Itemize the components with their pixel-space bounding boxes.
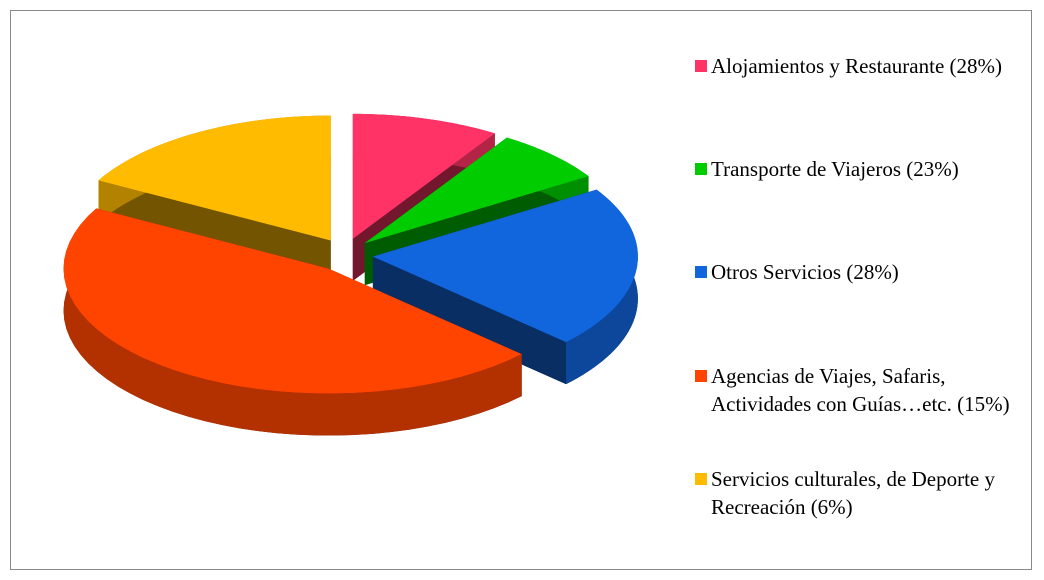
legend-entry: Alojamientos y Restaurante (28%) <box>695 52 1025 80</box>
legend-entry: Servicios culturales, de Deporte y Recre… <box>695 465 1025 521</box>
legend-entry: Transporte de Viajeros (23%) <box>695 155 1025 183</box>
legend-entry: Agencias de Viajes, Safaris, Actividades… <box>695 362 1025 418</box>
slice-side <box>372 256 567 385</box>
pie-slice <box>63 208 522 436</box>
legend-label: Alojamientos y Restaurante (28%) <box>711 54 1003 78</box>
chart-frame <box>10 10 1032 570</box>
slice-wall <box>63 208 522 436</box>
slice-top <box>372 189 638 343</box>
slice-top <box>364 137 589 244</box>
legend-label: Transporte de Viajeros (23%) <box>711 157 959 181</box>
legend-swatch <box>695 60 707 72</box>
pie-slice <box>372 189 638 385</box>
slice-top <box>98 115 331 241</box>
legend-swatch <box>695 370 707 382</box>
legend-swatch <box>695 163 707 175</box>
slice-top <box>63 208 522 394</box>
legend-label: Servicios culturales, de Deporte y Recre… <box>711 467 995 519</box>
legend-swatch <box>695 473 707 485</box>
legend-label: Otros Servicios (28%) <box>711 260 899 284</box>
legend-entry: Otros Servicios (28%) <box>695 258 1025 286</box>
legend-swatch <box>695 266 707 278</box>
slice-top <box>352 113 495 239</box>
legend-label: Agencias de Viajes, Safaris, Actividades… <box>711 364 1010 416</box>
